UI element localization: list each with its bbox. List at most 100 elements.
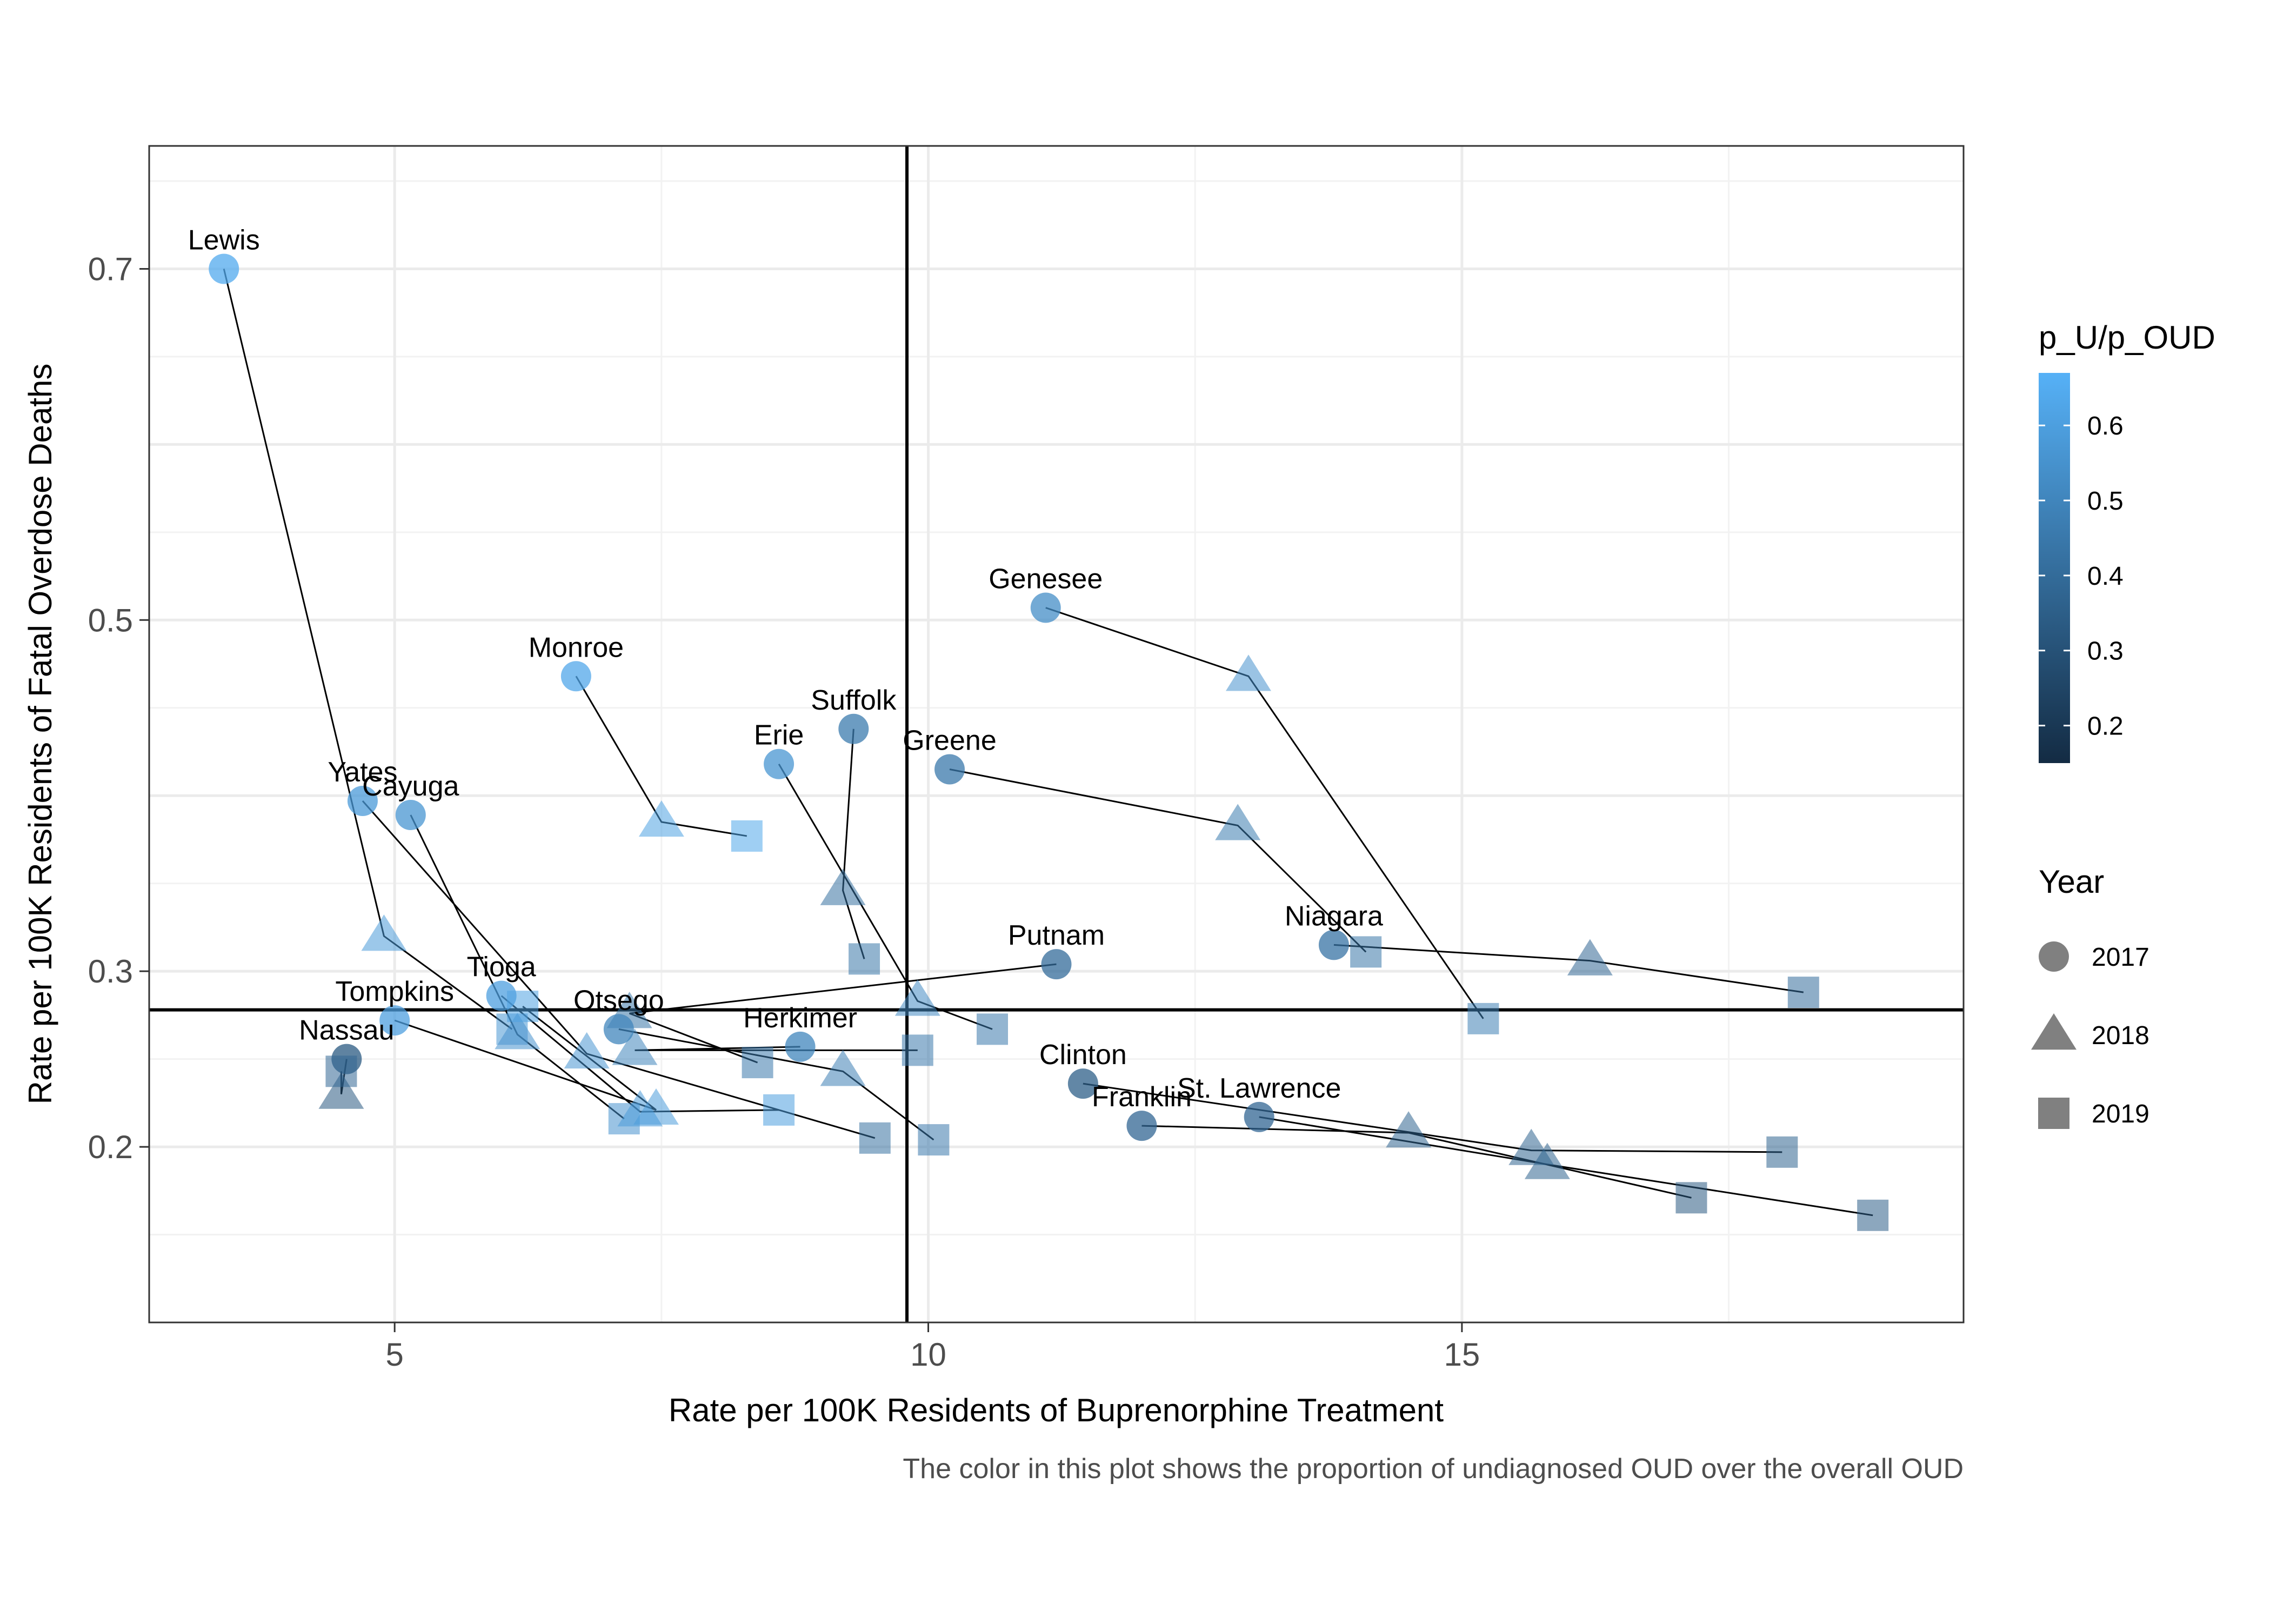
county-label: Cayuga bbox=[362, 771, 459, 802]
data-point-2018 bbox=[820, 1050, 866, 1086]
county-label: Putnam bbox=[1008, 920, 1105, 951]
data-point-2019 bbox=[325, 1055, 357, 1087]
data-point-2019 bbox=[742, 1047, 773, 1079]
legend-entry-label: 2018 bbox=[2092, 1021, 2149, 1050]
x-axis-label: Rate per 100K Residents of Buprenorphine… bbox=[669, 1392, 1444, 1428]
data-point-2017 bbox=[1041, 949, 1072, 980]
data-point-2017 bbox=[347, 785, 378, 816]
color-legend: p_U/p_OUD 0.6 0.5 0.4 0.3 0.2 bbox=[2039, 319, 2215, 763]
legend-entry-label: 2019 bbox=[2092, 1100, 2149, 1128]
data-point-2019 bbox=[507, 991, 539, 1022]
colorbar-tick-label: 0.4 bbox=[2087, 562, 2124, 591]
plot-background bbox=[149, 146, 1964, 1322]
colorbar-tick-label: 0.3 bbox=[2087, 637, 2124, 666]
shape-legend-entries: 2017 2018 2019 bbox=[2031, 941, 2149, 1129]
legend-entry-label: 2017 bbox=[2092, 943, 2149, 972]
county-label: Tioga bbox=[467, 952, 536, 983]
data-point-2019 bbox=[1857, 1199, 1889, 1231]
data-point-2017 bbox=[395, 799, 426, 830]
data-point-2019 bbox=[1675, 1182, 1707, 1214]
x-axis-ticks: 5 10 15 bbox=[385, 1322, 1480, 1373]
x-tick-label: 5 bbox=[385, 1336, 403, 1373]
colorbar-tick-label: 0.6 bbox=[2087, 412, 2124, 440]
data-point-2018 bbox=[1524, 1142, 1570, 1179]
county-label: Franklin bbox=[1092, 1081, 1192, 1113]
county-label: Erie bbox=[754, 720, 804, 751]
y-tick-label: 0.5 bbox=[88, 602, 133, 638]
data-point-2017 bbox=[934, 754, 965, 785]
data-point-2017 bbox=[379, 1005, 410, 1036]
color-legend-title: p_U/p_OUD bbox=[2039, 319, 2215, 356]
x-tick-label: 15 bbox=[1444, 1336, 1480, 1373]
data-point-2017 bbox=[1244, 1101, 1274, 1132]
data-point-2019 bbox=[859, 1122, 891, 1154]
data-point-2018 bbox=[1386, 1111, 1432, 1148]
county-label: Nassau bbox=[299, 1015, 394, 1046]
county-label: Genesee bbox=[989, 564, 1103, 595]
data-point-2019 bbox=[902, 1034, 933, 1066]
data-point-2019 bbox=[1766, 1136, 1798, 1168]
county-label: Clinton bbox=[1039, 1039, 1127, 1071]
county-label: Yates bbox=[328, 757, 397, 788]
data-point-2017 bbox=[785, 1031, 816, 1062]
shape-legend: Year 2017 2018 2019 bbox=[2031, 864, 2149, 1129]
data-point-2018 bbox=[1215, 804, 1261, 840]
colorbar-tick-label: 0.5 bbox=[2087, 487, 2124, 516]
colorbar bbox=[2039, 373, 2070, 763]
data-point-2019 bbox=[977, 1013, 1009, 1045]
data-point-2018 bbox=[638, 800, 684, 837]
data-point-2019 bbox=[731, 820, 763, 852]
county-label: Suffolk bbox=[811, 685, 897, 716]
county-label: Greene bbox=[903, 725, 996, 756]
county-label: Monroe bbox=[529, 632, 624, 663]
data-point-2019 bbox=[1467, 1003, 1499, 1034]
data-point-2017 bbox=[1067, 1068, 1098, 1099]
data-point-2019 bbox=[1787, 977, 1819, 1008]
y-axis-label: Rate per 100K Residents of Fatal Overdos… bbox=[22, 364, 58, 1105]
y-axis-ticks: 0.2 0.3 0.5 0.7 bbox=[88, 251, 149, 1165]
data-point-2018 bbox=[633, 1088, 679, 1125]
data-point-2018 bbox=[564, 1032, 610, 1069]
data-point-2018 bbox=[361, 914, 407, 951]
legend-triangle-icon bbox=[2031, 1013, 2077, 1050]
y-tick-label: 0.7 bbox=[88, 251, 133, 287]
county-label: Herkimer bbox=[743, 1003, 857, 1034]
county-label: Lewis bbox=[188, 224, 260, 256]
data-point-2017 bbox=[1126, 1111, 1157, 1141]
data-point-2017 bbox=[1030, 592, 1061, 623]
data-point-2019 bbox=[849, 943, 880, 975]
data-point-2017 bbox=[1318, 930, 1349, 960]
data-point-2019 bbox=[763, 1094, 795, 1126]
data-point-2019 bbox=[918, 1124, 950, 1156]
y-tick-label: 0.3 bbox=[88, 953, 133, 990]
legend-circle-icon bbox=[2039, 941, 2069, 972]
reference-lines bbox=[149, 146, 1964, 1322]
data-point-2018 bbox=[318, 1072, 364, 1109]
plot-panel-border bbox=[148, 145, 1965, 1324]
data-point-2017 bbox=[560, 661, 591, 692]
data-point-2017 bbox=[838, 713, 869, 744]
data-point-2017 bbox=[764, 748, 794, 779]
data-point-2017 bbox=[209, 253, 239, 284]
data-point-2018 bbox=[894, 979, 940, 1016]
colorbar-tick-label: 0.2 bbox=[2087, 712, 2124, 741]
colorbar-ticks: 0.6 0.5 0.4 0.3 0.2 bbox=[2039, 412, 2124, 741]
county-label: St. Lawrence bbox=[1177, 1073, 1341, 1104]
data-point-2017 bbox=[603, 1014, 634, 1045]
data-point-2018 bbox=[612, 1028, 658, 1065]
data-point-2018 bbox=[820, 868, 866, 905]
legend-square-icon bbox=[2038, 1098, 2069, 1129]
data-point-2019 bbox=[1350, 936, 1382, 968]
data-points bbox=[209, 253, 1889, 1231]
county-label: Niagara bbox=[1285, 900, 1383, 932]
shape-legend-title: Year bbox=[2039, 864, 2104, 900]
county-label: Otsego bbox=[573, 985, 664, 1016]
data-point-2018 bbox=[1225, 654, 1271, 691]
data-point-2018 bbox=[495, 1013, 540, 1050]
y-tick-label: 0.2 bbox=[88, 1129, 133, 1165]
data-point-2018 bbox=[1567, 939, 1613, 975]
chart-caption: The color in this plot shows the proport… bbox=[903, 1453, 1964, 1485]
